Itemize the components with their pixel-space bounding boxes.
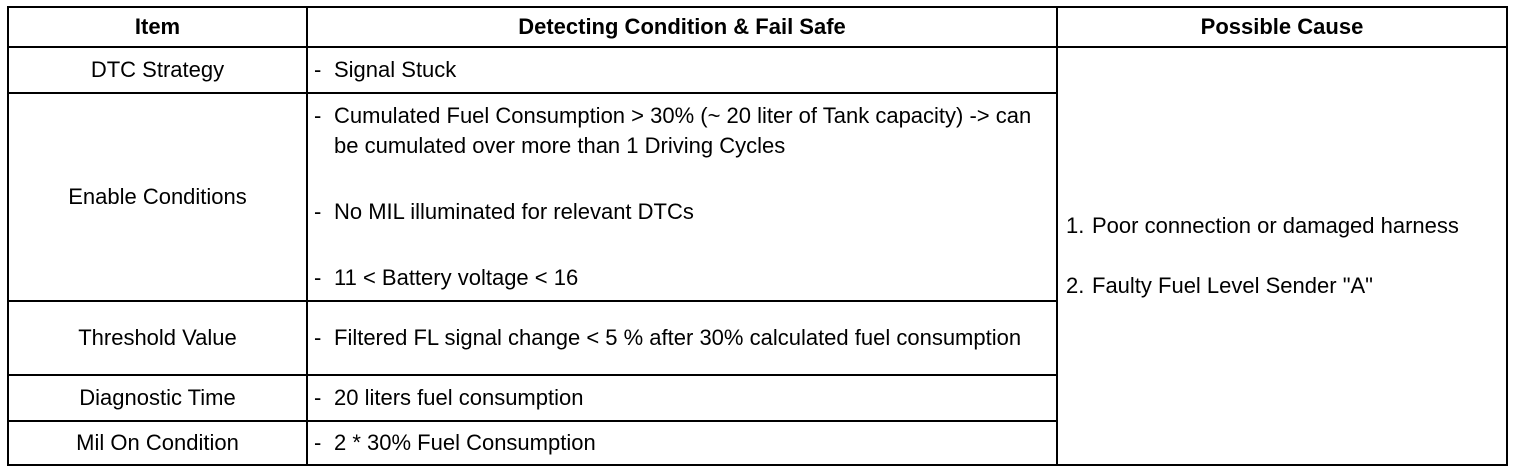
condition-line: - 11 < Battery voltage < 16	[314, 263, 1056, 293]
table-row: DTC Strategy - Signal Stuck 1. Poor conn…	[7, 46, 1508, 466]
spacer	[314, 227, 1056, 263]
bullet-dash: -	[314, 325, 322, 350]
cause-number: 2.	[1066, 273, 1085, 298]
spacer	[314, 161, 1056, 197]
condition-line: - Filtered FL signal change < 5 % after …	[314, 323, 1056, 353]
cause-number: 1.	[1066, 213, 1085, 238]
possible-cause-cell: 1. Poor connection or damaged harness 2.…	[1056, 46, 1508, 466]
item-diagnostic-time: Diagnostic Time	[7, 374, 308, 422]
condition-line: - 2 * 30% Fuel Consumption	[314, 428, 1056, 458]
item-enable-conditions: Enable Conditions	[7, 92, 308, 302]
table-row: Enable Conditions - Cumulated Fuel Consu…	[7, 92, 1507, 302]
header-cause: Possible Cause	[1056, 6, 1508, 48]
bullet-dash: -	[314, 57, 322, 82]
bullet-dash: -	[314, 199, 322, 224]
item-mil-on-condition: Mil On Condition	[7, 420, 308, 466]
bullet-dash: -	[314, 430, 322, 455]
condition-text: 20 liters fuel consumption	[334, 385, 584, 410]
dtc-table: Item Detecting Condition & Fail Safe Pos…	[7, 6, 1508, 466]
bullet-dash: -	[314, 265, 322, 290]
table-row: Diagnostic Time - 20 liters fuel consump…	[7, 374, 1507, 422]
condition-line: - 20 liters fuel consumption	[314, 383, 1056, 413]
table-row: Threshold Value - Filtered FL signal cha…	[7, 300, 1507, 376]
header-condition: Detecting Condition & Fail Safe	[306, 6, 1058, 48]
condition-line: - Signal Stuck	[314, 55, 1056, 85]
item-threshold-value: Threshold Value	[7, 300, 308, 376]
condition-cell: - 20 liters fuel consumption	[306, 374, 1058, 422]
header-row: Item Detecting Condition & Fail Safe Pos…	[7, 6, 1508, 48]
document-page: Item Detecting Condition & Fail Safe Pos…	[7, 6, 1508, 466]
cause-item: 2. Faulty Fuel Level Sender "A"	[1066, 271, 1506, 301]
condition-text: 2 * 30% Fuel Consumption	[334, 430, 596, 455]
table-row: Mil On Condition - 2 * 30% Fuel Consumpt…	[7, 420, 1507, 466]
condition-cell: - Filtered FL signal change < 5 % after …	[306, 300, 1058, 376]
condition-text: Cumulated Fuel Consumption > 30% (~ 20 l…	[334, 103, 1032, 158]
condition-cell: - Signal Stuck	[306, 46, 1058, 94]
header-item: Item	[7, 6, 308, 48]
cause-text: Poor connection or damaged harness	[1092, 213, 1459, 238]
bullet-dash: -	[314, 385, 322, 410]
condition-text: Filtered FL signal change < 5 % after 30…	[334, 325, 1022, 350]
condition-text: No MIL illuminated for relevant DTCs	[334, 199, 694, 224]
condition-cell: - 2 * 30% Fuel Consumption	[306, 420, 1058, 466]
spacer	[1066, 241, 1506, 271]
item-dtc-strategy: DTC Strategy	[7, 46, 308, 94]
cause-item: 1. Poor connection or damaged harness	[1066, 211, 1506, 241]
condition-text: Signal Stuck	[334, 57, 457, 82]
condition-line: - Cumulated Fuel Consumption > 30% (~ 20…	[314, 101, 1056, 161]
cause-text: Faulty Fuel Level Sender "A"	[1092, 273, 1373, 298]
condition-line: - No MIL illuminated for relevant DTCs	[314, 197, 1056, 227]
condition-text: 11 < Battery voltage < 16	[334, 265, 579, 290]
bullet-dash: -	[314, 103, 322, 128]
condition-cell: - Cumulated Fuel Consumption > 30% (~ 20…	[306, 92, 1058, 302]
